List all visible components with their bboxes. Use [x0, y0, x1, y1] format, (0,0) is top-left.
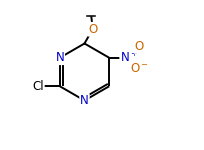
- Text: O$^-$: O$^-$: [129, 63, 148, 75]
- Text: N: N: [55, 51, 64, 64]
- Text: N$^+$: N$^+$: [120, 50, 138, 65]
- Text: O: O: [134, 40, 143, 53]
- Text: Cl: Cl: [32, 80, 44, 93]
- Text: O: O: [88, 23, 97, 36]
- Text: N: N: [80, 94, 89, 107]
